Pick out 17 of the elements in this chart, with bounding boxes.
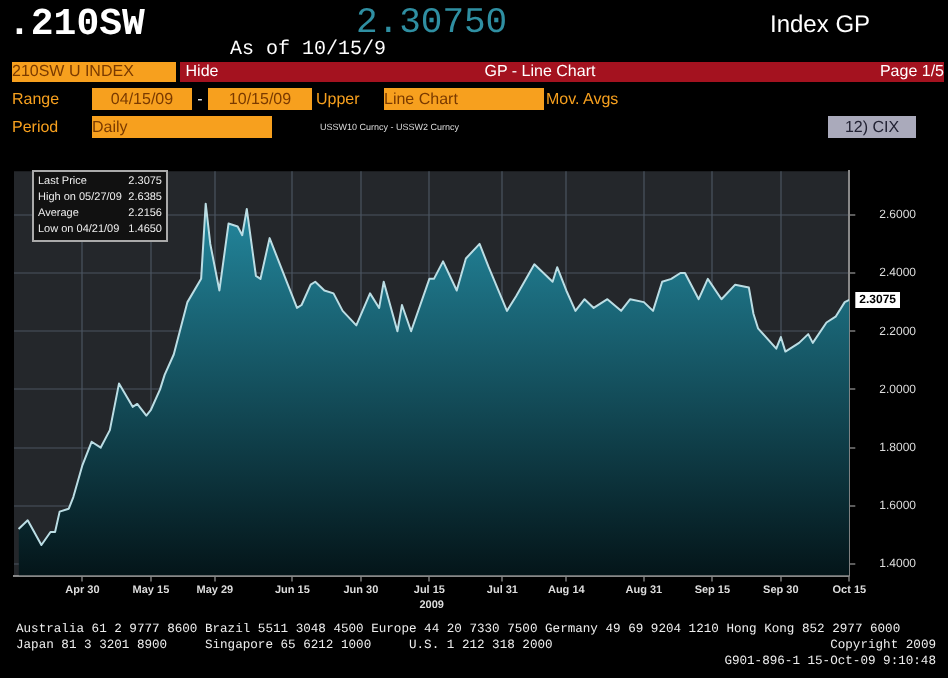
text: GP - Line Chart bbox=[224, 62, 856, 82]
text: 12) CIX bbox=[828, 116, 916, 138]
text: - bbox=[195, 88, 205, 110]
text: 10/15/09 bbox=[208, 88, 312, 110]
text: Page 1/5 bbox=[856, 62, 944, 82]
text: Period bbox=[12, 116, 61, 140]
text: Mov. Avgs bbox=[546, 88, 621, 112]
text: Daily bbox=[92, 116, 272, 138]
text: As of 10/15/9 bbox=[230, 38, 389, 66]
text: Index GP bbox=[770, 8, 873, 40]
text: Hide bbox=[180, 62, 224, 82]
text: Line Chart bbox=[384, 88, 544, 110]
text: Range bbox=[12, 88, 62, 112]
text: 210SW U INDEX bbox=[12, 62, 176, 82]
text: Upper bbox=[316, 88, 362, 112]
chart-title: .210SW bbox=[8, 2, 145, 46]
text: 04/15/09 bbox=[92, 88, 192, 110]
